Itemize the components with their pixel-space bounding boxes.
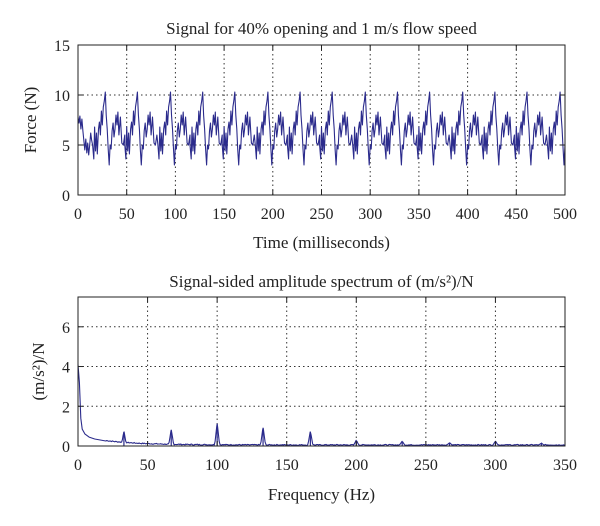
chart2-xtick-label: 200 xyxy=(344,457,368,474)
chart2-xtick-label: 50 xyxy=(140,457,156,474)
chart1-xlabel: Time (milliseconds) xyxy=(253,233,390,252)
chart1-ytick-label: 15 xyxy=(54,38,70,55)
chart2-spectrum-line xyxy=(77,364,566,446)
chart2-ytick-label: 6 xyxy=(62,320,70,337)
chart1-signal-line xyxy=(77,91,566,166)
chart2-ytick-label: 0 xyxy=(62,439,70,456)
chart1-xtick-label: 400 xyxy=(456,206,480,223)
chart1-xtick-label: 0 xyxy=(74,206,82,223)
chart1-xtick-label: 300 xyxy=(358,206,382,223)
chart1-xtick-label: 150 xyxy=(212,206,236,223)
chart2-xtick-label: 350 xyxy=(553,457,577,474)
chart2-ytick-label: 2 xyxy=(62,399,70,416)
chart2-title: Signal-sided amplitude spectrum of (m/s²… xyxy=(169,272,473,291)
chart2-xtick-label: 0 xyxy=(74,457,82,474)
chart1-ylabel: Force (N) xyxy=(21,87,40,154)
chart1-ytick-label: 5 xyxy=(62,138,70,155)
chart2-ylabel: (m/s²)/N xyxy=(29,343,48,401)
chart1-xtick-label: 350 xyxy=(407,206,431,223)
chart1-plot-area xyxy=(78,45,565,195)
chart1-xtick-label: 200 xyxy=(261,206,285,223)
chart2-plot-area xyxy=(78,297,565,446)
chart1-ytick-label: 0 xyxy=(62,188,70,205)
chart1-xtick-label: 450 xyxy=(504,206,528,223)
chart1-ytick-label: 10 xyxy=(54,88,70,105)
chart2-xtick-label: 150 xyxy=(275,457,299,474)
chart2-ytick-label: 4 xyxy=(62,360,70,377)
chart1-xtick-label: 250 xyxy=(310,206,334,223)
chart2-xtick-label: 300 xyxy=(483,457,507,474)
chart2-xtick-label: 100 xyxy=(205,457,229,474)
chart2-axes-frame xyxy=(77,296,566,447)
chart1-xtick-label: 100 xyxy=(163,206,187,223)
chart1-xtick-label: 500 xyxy=(553,206,577,223)
chart2-xtick-label: 250 xyxy=(414,457,438,474)
chart2-xlabel: Frequency (Hz) xyxy=(268,485,375,504)
chart1-title: Signal for 40% opening and 1 m/s flow sp… xyxy=(166,19,477,38)
chart1-xtick-label: 50 xyxy=(119,206,135,223)
